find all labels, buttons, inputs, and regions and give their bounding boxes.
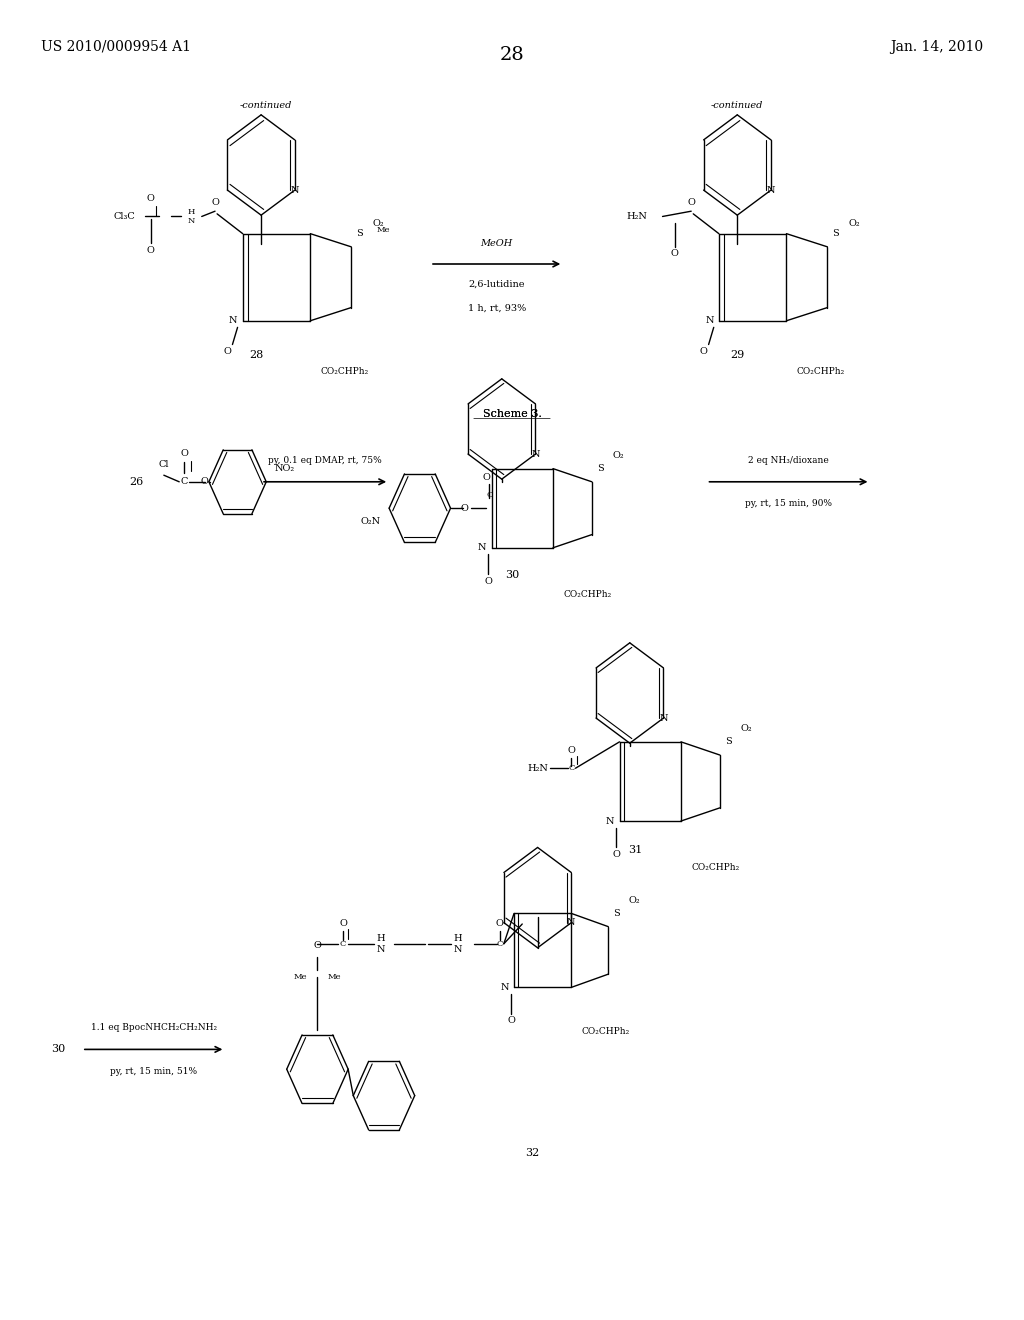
Text: N: N [291,186,299,194]
Text: O₂: O₂ [740,725,752,733]
Text: O: O [313,941,322,950]
Text: H₂N: H₂N [527,764,548,772]
Text: Me: Me [377,226,390,234]
Text: C: C [568,764,574,772]
Text: O: O [507,1016,515,1026]
Text: H
N: H N [454,935,462,953]
Text: Me: Me [294,973,307,981]
Text: N: N [706,317,714,325]
Text: O: O [146,194,155,203]
Text: S: S [725,738,731,746]
Text: py, rt, 15 min, 51%: py, rt, 15 min, 51% [110,1067,198,1076]
Text: 1.1 eq BpocNHCH₂CH₂NH₂: 1.1 eq BpocNHCH₂CH₂NH₂ [90,1023,217,1032]
Text: O: O [482,473,490,482]
Text: O: O [612,850,621,859]
Text: 26: 26 [129,477,143,487]
Text: O₂: O₂ [849,219,860,227]
Text: Cl: Cl [159,459,169,469]
Text: N: N [229,317,238,325]
Text: -continued: -continued [240,102,293,110]
Text: CO₂CHPh₂: CO₂CHPh₂ [582,1027,630,1036]
Text: N: N [659,714,668,722]
Text: 30: 30 [51,1044,66,1055]
Text: O₂: O₂ [612,451,624,459]
Text: 2 eq NH₃/dioxane: 2 eq NH₃/dioxane [749,455,828,465]
Text: N: N [478,544,486,552]
Text: O: O [567,746,575,755]
Text: O: O [687,198,695,207]
Text: C: C [497,940,503,948]
Text: C: C [340,940,346,948]
Text: CO₂CHPh₂: CO₂CHPh₂ [563,590,611,599]
Text: 2,6-lutidine: 2,6-lutidine [468,280,525,289]
Text: 31: 31 [628,845,642,855]
Text: Jan. 14, 2010: Jan. 14, 2010 [890,40,983,54]
Text: N: N [501,983,509,991]
Text: H₂N: H₂N [627,213,647,220]
Text: py, rt, 15 min, 90%: py, rt, 15 min, 90% [745,499,831,508]
Text: N: N [767,186,775,194]
Text: O₂N: O₂N [360,517,381,525]
Text: 30: 30 [505,570,519,581]
Text: O: O [699,347,708,356]
Text: O: O [180,449,188,458]
Text: 1 h, rt, 93%: 1 h, rt, 93% [468,304,525,313]
Text: 28: 28 [500,46,524,65]
Text: O: O [201,478,209,486]
Text: py, 0.1 eq DMAP, rt, 75%: py, 0.1 eq DMAP, rt, 75% [267,455,382,465]
Text: NO₂: NO₂ [274,465,295,473]
Text: N: N [531,450,540,458]
Text: -continued: -continued [711,102,764,110]
Text: S: S [613,909,620,917]
Text: O: O [339,919,347,928]
Text: O: O [484,577,493,586]
Text: MeOH: MeOH [480,239,513,248]
Text: O₂: O₂ [629,896,640,904]
Text: 29: 29 [730,350,744,360]
Text: CO₂CHPh₂: CO₂CHPh₂ [691,863,739,873]
Text: O: O [671,249,679,259]
Text: Scheme 3.: Scheme 3. [482,409,542,420]
Text: O: O [496,919,504,928]
Text: O: O [223,347,231,356]
Text: N: N [606,817,614,825]
Text: US 2010/0009954 A1: US 2010/0009954 A1 [41,40,190,54]
Text: O₂: O₂ [373,219,384,227]
Text: N: N [567,919,575,927]
Text: CO₂CHPh₂: CO₂CHPh₂ [797,367,845,376]
Text: S: S [356,230,362,238]
Text: S: S [597,465,603,473]
Text: Cl₃C: Cl₃C [114,213,135,220]
Text: H
N: H N [187,207,196,226]
Text: S: S [833,230,839,238]
Text: CO₂CHPh₂: CO₂CHPh₂ [321,367,369,376]
Text: O: O [211,198,219,207]
Text: C: C [486,491,493,499]
Text: O: O [146,246,155,255]
Text: C: C [180,478,188,486]
Text: H
N: H N [377,935,385,953]
Text: Me: Me [328,973,341,981]
Text: O: O [461,504,469,512]
Text: 28: 28 [249,350,263,360]
Text: 32: 32 [525,1148,540,1159]
Text: Scheme 3.: Scheme 3. [482,409,542,420]
